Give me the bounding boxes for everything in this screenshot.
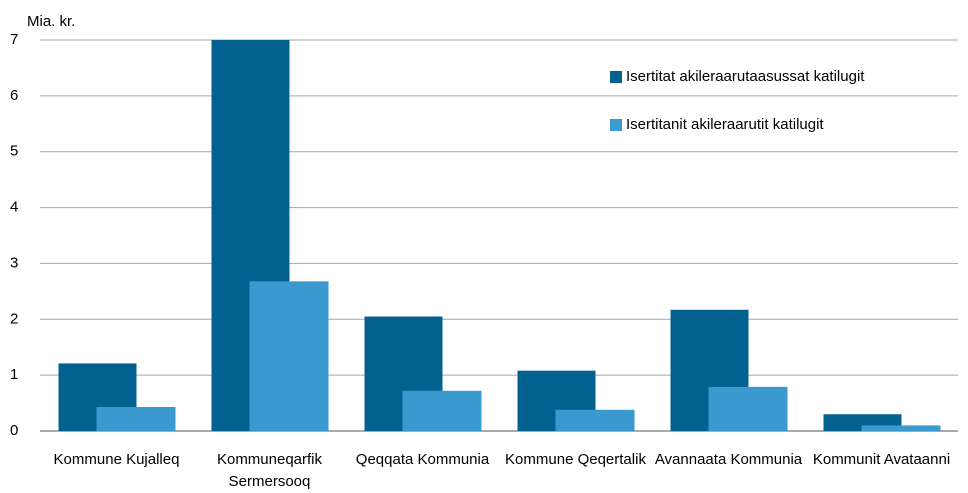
y-tick-label: 7 — [10, 31, 18, 48]
x-tick-label: Qeqqata Kommunia — [355, 451, 490, 468]
legend-label: Isertitat akileraarutaasussat katilugit — [626, 68, 865, 85]
bar — [555, 409, 635, 431]
y-tick-label: 4 — [10, 199, 18, 216]
y-tick-label: 1 — [10, 366, 18, 383]
bar — [402, 390, 482, 431]
bar — [96, 406, 176, 431]
y-tick-label: 3 — [10, 254, 18, 271]
bar — [861, 425, 941, 431]
legend-swatch — [610, 119, 622, 131]
bar — [249, 281, 329, 431]
y-tick-label: 5 — [10, 143, 18, 160]
bar — [708, 386, 788, 431]
y-axis-label: Mia. kr. — [27, 13, 75, 30]
legend-label: Isertitanit akileraarutit katilugit — [626, 116, 824, 133]
x-tick-label: Avannaata Kommunia — [654, 451, 803, 468]
y-tick-label: 6 — [10, 87, 18, 104]
y-tick-label: 2 — [10, 310, 18, 327]
legend-swatch — [610, 71, 622, 83]
x-tick-label: Kommuneqarfik Sermersooq — [216, 451, 323, 490]
x-tick-label: Kommunit Avataanni — [812, 451, 951, 468]
x-tick-label: Kommune Kujalleq — [53, 451, 180, 468]
x-tick-label: Kommune Qeqertalik — [505, 451, 646, 468]
y-tick-label: 0 — [10, 422, 18, 439]
